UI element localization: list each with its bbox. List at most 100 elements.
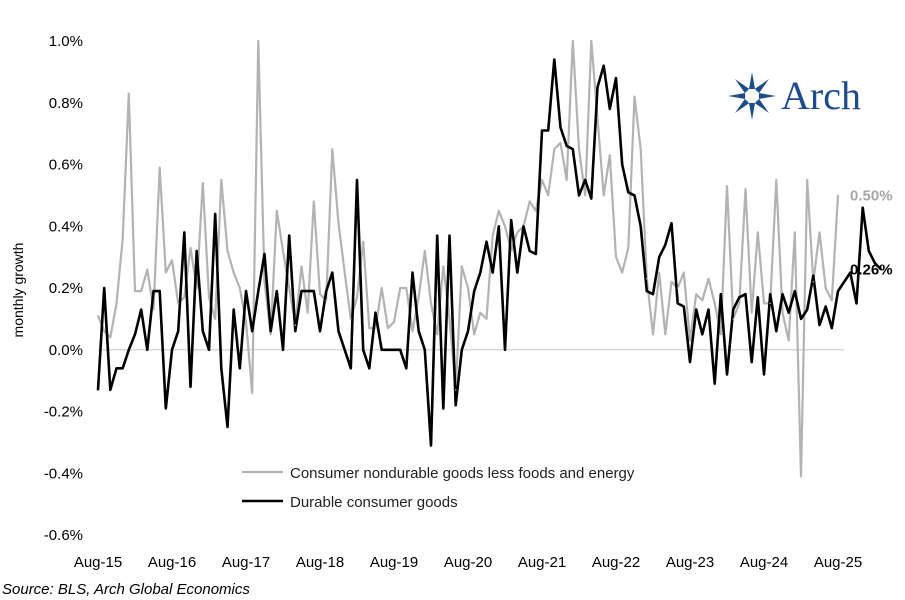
- data-point-durables: [596, 86, 599, 89]
- data-point-durables: [491, 271, 494, 274]
- legend-label-durables: Durable consumer goods: [290, 494, 458, 511]
- data-point-durables: [695, 308, 697, 311]
- data-point-nondurables: [726, 185, 728, 187]
- data-point-durables: [306, 290, 309, 292]
- data-point-durables: [165, 407, 167, 410]
- data-point-durables: [158, 290, 161, 292]
- data-point-durables: [837, 290, 839, 292]
- data-point-durables: [337, 330, 340, 333]
- data-point-durables: [744, 293, 747, 296]
- data-point-durables: [485, 240, 488, 243]
- arch-logo-text: Arch: [781, 73, 861, 118]
- data-point-durables: [350, 367, 352, 370]
- data-point-durables: [750, 361, 753, 363]
- data-point-nondurables: [368, 327, 371, 329]
- data-point-nondurables: [744, 188, 747, 190]
- data-point-durables: [368, 367, 371, 370]
- data-point-nondurables: [103, 330, 105, 333]
- data-point-nondurables: [565, 179, 568, 181]
- data-point-nondurables: [689, 339, 691, 342]
- data-point-durables: [405, 367, 408, 370]
- data-point-durables: [97, 389, 99, 391]
- data-point-nondurables: [559, 142, 562, 144]
- x-tick-label: Aug-17: [222, 554, 270, 571]
- data-point-nondurables: [461, 265, 463, 268]
- data-point-nondurables: [183, 296, 186, 299]
- data-point-nondurables: [146, 268, 149, 271]
- data-point-durables: [861, 206, 864, 209]
- x-tick-label: Aug-25: [814, 554, 862, 571]
- data-point-nondurables: [695, 293, 697, 296]
- data-point-durables: [313, 290, 315, 292]
- data-point-nondurables: [97, 315, 99, 317]
- data-point-durables: [800, 318, 802, 320]
- data-point-durables: [763, 373, 765, 376]
- data-point-durables: [331, 271, 334, 274]
- data-point-durables: [319, 330, 321, 333]
- data-point-durables: [171, 349, 173, 351]
- x-tick-label: Aug-18: [296, 554, 344, 571]
- data-point-durables: [251, 330, 253, 333]
- data-point-nondurables: [781, 311, 784, 314]
- data-point-durables: [689, 361, 691, 363]
- data-point-durables: [781, 293, 784, 296]
- data-point-durables: [276, 290, 278, 292]
- data-point-nondurables: [195, 287, 198, 289]
- data-point-durables: [183, 231, 186, 234]
- data-point-durables: [738, 296, 741, 299]
- data-point-durables: [757, 296, 759, 299]
- data-point-durables: [128, 349, 130, 351]
- data-point-nondurables: [578, 148, 580, 150]
- data-point-durables: [498, 225, 500, 228]
- data-point-durables: [874, 262, 876, 265]
- data-point-nondurables: [239, 287, 241, 289]
- data-point-nondurables: [220, 179, 223, 181]
- data-point-durables: [824, 305, 827, 308]
- data-point-nondurables: [720, 333, 722, 336]
- data-point-durables: [880, 268, 882, 271]
- data-point-durables: [843, 281, 845, 283]
- data-point-nondurables: [707, 277, 710, 280]
- data-point-durables: [510, 219, 512, 221]
- data-point-nondurables: [485, 318, 488, 320]
- data-point-durables: [553, 58, 556, 61]
- data-point-durables: [140, 308, 142, 311]
- data-point-durables: [701, 333, 704, 336]
- data-point-durables: [627, 191, 630, 194]
- data-point-nondurables: [615, 256, 617, 258]
- data-point-durables: [572, 148, 574, 150]
- data-point-durables: [565, 145, 568, 147]
- y-axis-ticks: -0.6% -0.4% -0.2% 0.0% 0.2% 0.4% 0.6% 0.8% 1.0%: [44, 33, 83, 544]
- data-point-durables: [202, 330, 204, 333]
- data-point-nondurables: [430, 302, 432, 305]
- data-point-nondurables: [140, 290, 142, 292]
- data-point-durables: [417, 330, 420, 333]
- data-point-nondurables: [541, 179, 543, 181]
- data-point-durables: [214, 213, 216, 215]
- x-tick-label: Aug-22: [592, 554, 640, 571]
- data-point-durables: [806, 308, 808, 311]
- data-point-nondurables: [757, 231, 759, 234]
- data-point-durables: [652, 293, 654, 296]
- data-point-durables: [232, 308, 235, 311]
- y-tick-label: 0.0%: [49, 342, 83, 359]
- data-point-nondurables: [775, 179, 778, 181]
- data-point-nondurables: [732, 318, 734, 320]
- data-point-nondurables: [405, 287, 408, 289]
- data-point-nondurables: [621, 271, 623, 274]
- data-point-durables: [794, 290, 796, 292]
- data-point-nondurables: [676, 287, 679, 289]
- data-point-nondurables: [424, 250, 426, 252]
- end-label-durables: 0.26%: [850, 261, 893, 278]
- data-point-nondurables: [134, 290, 136, 292]
- data-point-nondurables: [294, 324, 297, 326]
- data-point-nondurables: [454, 389, 457, 391]
- legend-label-nondurables: Consumer nondurable goods less foods and…: [290, 465, 635, 482]
- data-point-nondurables: [158, 166, 161, 169]
- x-tick-label: Aug-23: [666, 554, 714, 571]
- y-tick-label: 0.6%: [49, 157, 83, 174]
- data-point-durables: [226, 426, 229, 428]
- data-point-nondurables: [232, 271, 235, 274]
- data-point-nondurables: [683, 271, 685, 274]
- data-point-durables: [831, 327, 833, 329]
